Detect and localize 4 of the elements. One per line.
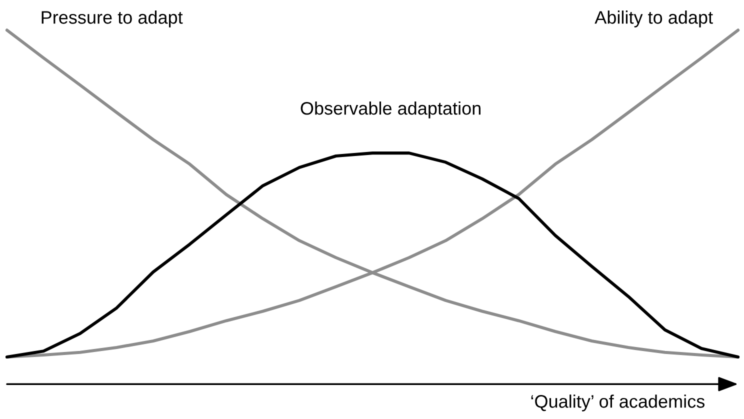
x-axis-title: ‘Quality’ of academics [531,394,705,412]
text: Observable adaptation [300,102,480,118]
series-label: Ability to adapt [594,10,713,28]
series-label: Pressure to adapt [42,10,183,28]
